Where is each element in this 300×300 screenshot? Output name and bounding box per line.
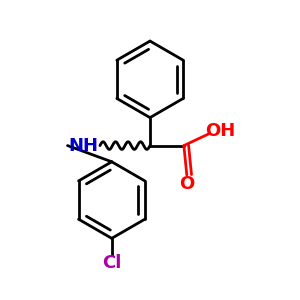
- Text: Cl: Cl: [102, 254, 122, 272]
- Text: OH: OH: [206, 122, 236, 140]
- Text: O: O: [179, 175, 194, 193]
- Text: NH: NH: [69, 136, 99, 154]
